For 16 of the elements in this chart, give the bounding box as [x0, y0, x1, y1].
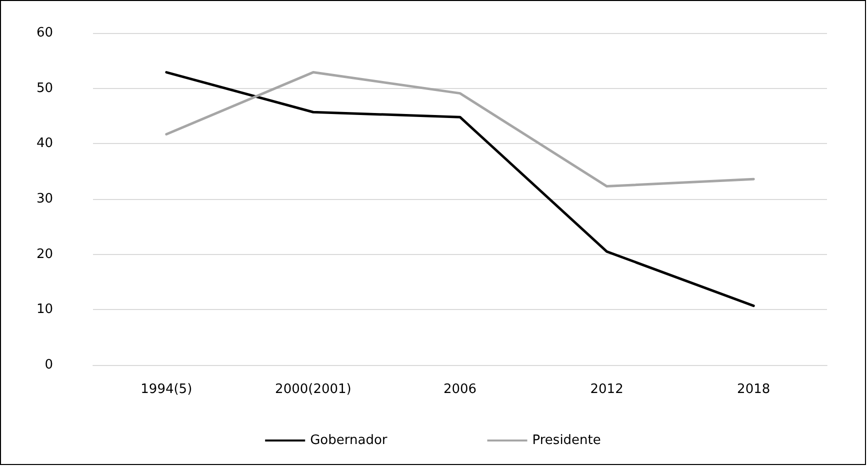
y-tick-label: 40	[36, 136, 53, 152]
y-tick-label: 0	[44, 358, 53, 372]
y-tick-label: 60	[36, 26, 53, 40]
y-tick-label: 50	[36, 80, 53, 96]
line-series	[165, 71, 755, 308]
x-tick-label: 2000(2001)	[275, 382, 352, 397]
legend-label: Presidente	[532, 433, 601, 448]
x-tick-label: 2018	[737, 382, 770, 397]
legend-label: Gobernador	[310, 433, 388, 448]
x-tick-label: 1994(5)	[140, 382, 192, 397]
x-tick-label: 2006	[443, 382, 477, 397]
line-series	[165, 71, 755, 188]
x-tick-label: 2012	[590, 382, 624, 397]
y-tick-label: 20	[36, 246, 53, 262]
y-tick-label: 10	[36, 302, 53, 318]
y-tick-label: 30	[36, 192, 53, 206]
